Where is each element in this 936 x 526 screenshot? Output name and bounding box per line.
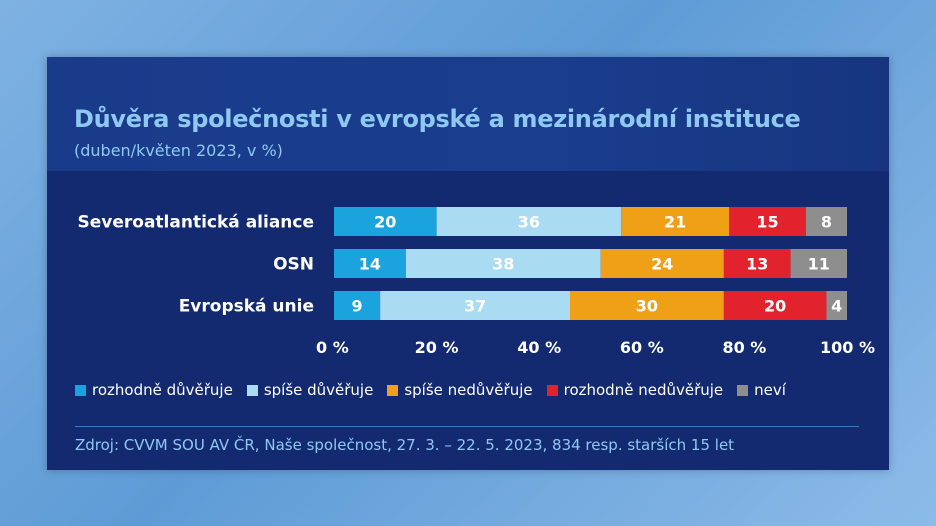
- legend-swatch: [75, 384, 86, 396]
- data-label: 9: [352, 297, 363, 316]
- bar-segment: [334, 207, 437, 236]
- legend-label: spíše nedůvěřuje: [404, 381, 533, 399]
- data-label: 24: [651, 255, 673, 274]
- data-label: 8: [821, 213, 832, 232]
- data-label: 21: [664, 213, 686, 232]
- data-label: 36: [518, 213, 540, 232]
- source-note: Zdroj: CVVM SOU AV ČR, Naše společnost, …: [75, 436, 735, 454]
- data-label: 30: [636, 297, 658, 316]
- legend-item: neví: [737, 381, 786, 399]
- bar-segment: [729, 207, 806, 236]
- x-tick-label: 0 %: [316, 338, 349, 357]
- chart-header: [47, 57, 889, 171]
- legend-swatch: [737, 384, 749, 396]
- category-label: OSN: [273, 255, 314, 275]
- bar-segment: [621, 207, 730, 236]
- bar-segment: [436, 207, 622, 236]
- bar-segment: [569, 291, 724, 320]
- bar-segment: [334, 291, 381, 320]
- chart-legend: rozhodně důvěřuje spíše důvěřuje spíše n…: [75, 381, 800, 399]
- stacked-bar-chart: Severoatlantická aliance OSN Evropská unie…: [78, 207, 875, 357]
- bar-segment: [380, 291, 570, 320]
- chart-subtitle: (duben/květen 2023, v %): [74, 141, 283, 160]
- data-label: 4: [831, 297, 842, 316]
- category-label: Evropská unie: [179, 297, 314, 317]
- bar-segment: [790, 249, 847, 278]
- data-label: 20: [374, 213, 396, 232]
- legend-swatch: [546, 384, 558, 396]
- bar-segment: [723, 249, 791, 278]
- bar-segment: [600, 249, 724, 278]
- legend-label: rozhodně důvěřuje: [92, 381, 233, 399]
- data-label: 38: [492, 255, 514, 274]
- bar-segment: [405, 249, 601, 278]
- bar-segment: [805, 207, 847, 236]
- x-tick-label: 60 %: [620, 338, 664, 357]
- chart-panel: Důvěra společnosti v evropské a mezináro…: [47, 57, 889, 470]
- legend-item: rozhodně důvěřuje: [75, 381, 233, 399]
- data-label: 20: [764, 297, 786, 316]
- legend-label: spíše důvěřuje: [263, 381, 374, 399]
- bar-segment: [826, 291, 847, 320]
- data-label: 13: [746, 255, 768, 274]
- chart-title: Důvěra společnosti v evropské a mezináro…: [74, 105, 801, 133]
- x-tick-label: 20 %: [415, 338, 459, 357]
- legend-item: rozhodně nedůvěřuje: [546, 381, 724, 399]
- source-divider: [75, 426, 859, 427]
- legend-label: rozhodně nedůvěřuje: [563, 381, 724, 399]
- legend-label: neví: [754, 381, 786, 399]
- legend-item: spíše nedůvěřuje: [387, 381, 533, 399]
- bar-segment: [334, 249, 406, 278]
- data-label: 11: [808, 255, 830, 274]
- legend-swatch: [246, 384, 258, 396]
- category-label: Severoatlantická aliance: [78, 213, 314, 233]
- data-label: 15: [756, 213, 778, 232]
- x-tick-label: 40 %: [517, 338, 561, 357]
- data-label: 37: [464, 297, 486, 316]
- x-tick-label: 100 %: [820, 338, 875, 357]
- bar-segment: [723, 291, 827, 320]
- legend-swatch: [387, 384, 399, 396]
- legend-item: spíše důvěřuje: [246, 381, 374, 399]
- x-tick-label: 80 %: [722, 338, 766, 357]
- data-label: 14: [359, 255, 381, 274]
